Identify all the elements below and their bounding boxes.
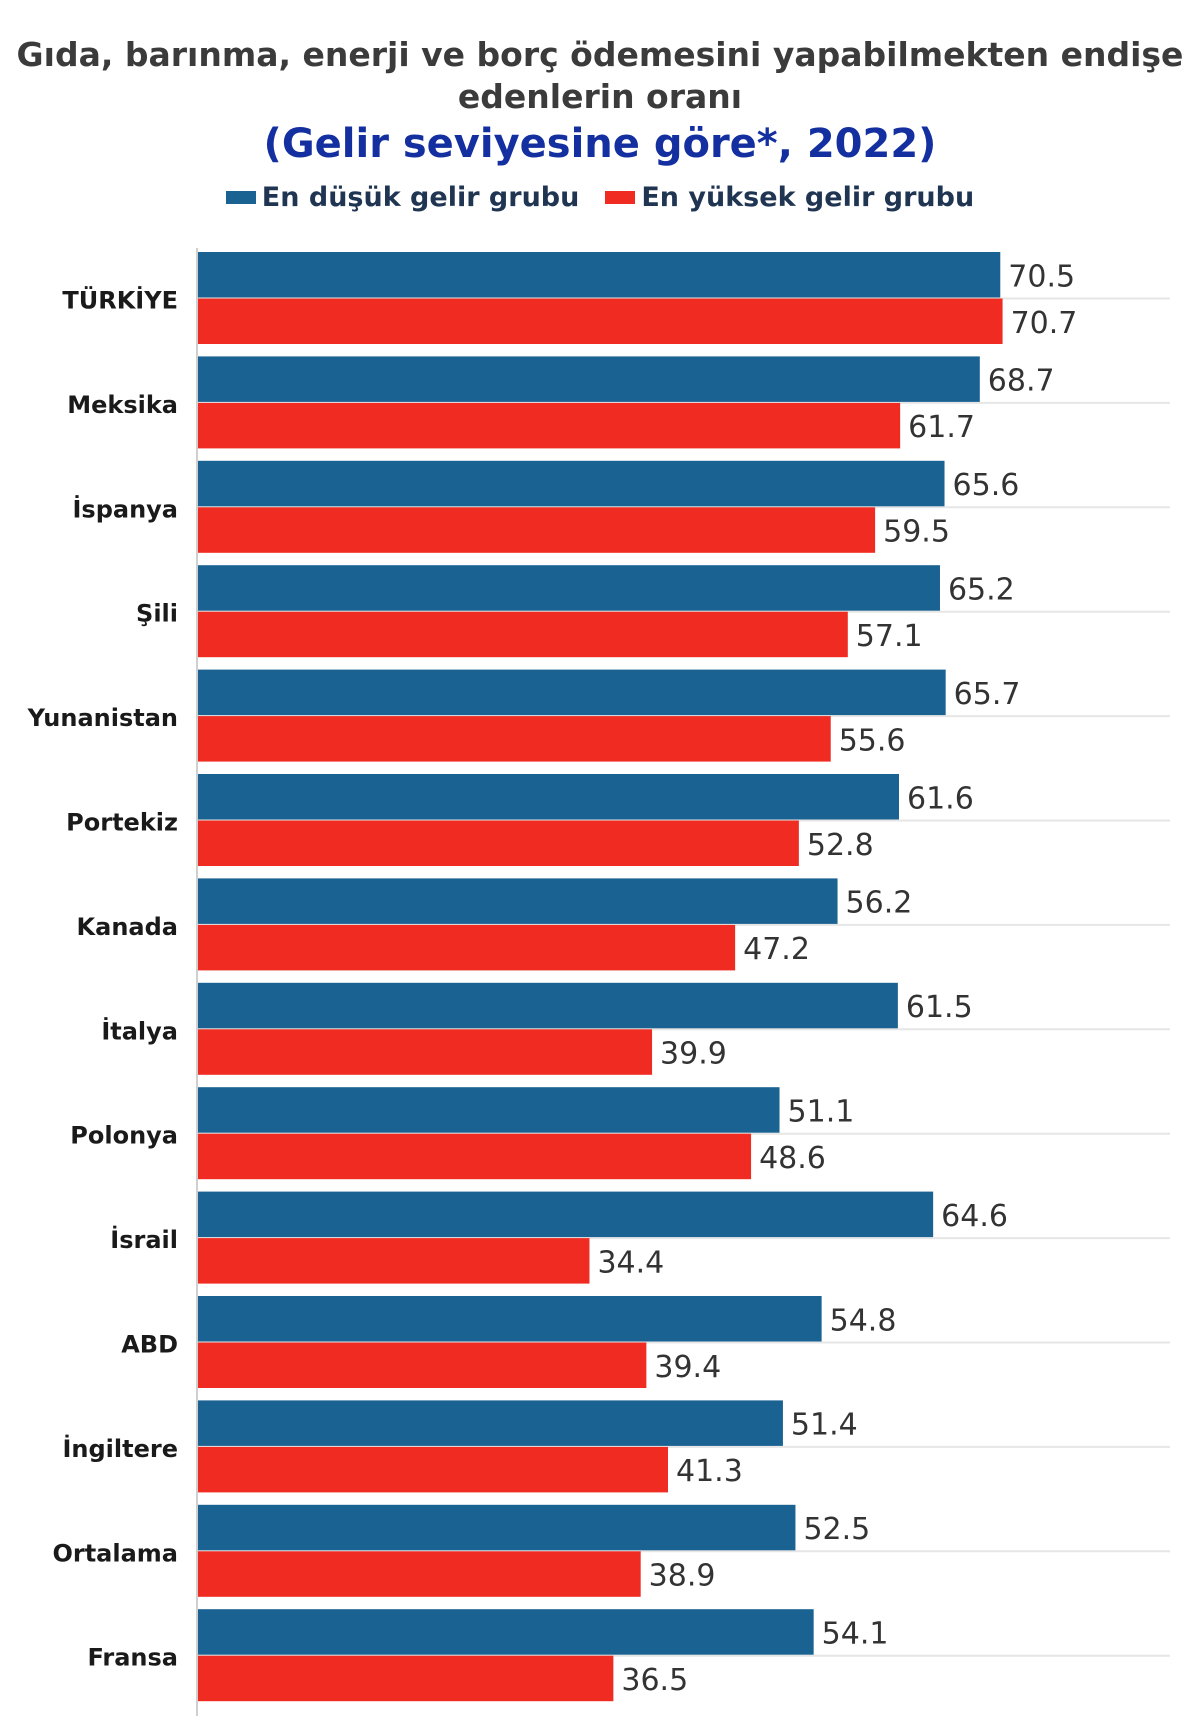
- bar-low-income: [198, 774, 900, 820]
- bar-high-income: [198, 1655, 614, 1702]
- data-label: 38.9: [649, 1559, 716, 1594]
- legend-item-low-income: En düşük gelir grubu: [225, 182, 580, 213]
- category-label: Polonya: [70, 1122, 178, 1150]
- bar-high-income: [198, 1446, 668, 1493]
- data-label: 51.4: [791, 1408, 858, 1443]
- data-label: 65.7: [954, 677, 1021, 712]
- legend-label-low-income: En düşük gelir grubu: [261, 182, 580, 213]
- data-label: 48.6: [759, 1141, 826, 1176]
- bar-high-income: [198, 298, 1003, 344]
- data-label: 68.7: [988, 364, 1055, 399]
- data-label: 36.5: [621, 1663, 688, 1698]
- category-label: Ortalama: [52, 1539, 178, 1567]
- bar-low-income: [198, 460, 945, 507]
- data-label: 61.7: [908, 410, 975, 445]
- data-label: 47.2: [743, 932, 810, 967]
- bar-low-income: [198, 356, 980, 402]
- category-label: İsrail: [110, 1225, 178, 1254]
- bar-high-income: [198, 1551, 641, 1597]
- category-label: Yunanistan: [27, 704, 178, 732]
- bar-low-income: [198, 878, 838, 924]
- bar-low-income: [198, 982, 898, 1029]
- legend-label-high-income: En yüksek gelir grubu: [641, 182, 975, 213]
- bar-high-income: [198, 716, 831, 762]
- data-label: 70.5: [1008, 259, 1075, 294]
- category-label: Kanada: [77, 913, 178, 941]
- bar-low-income: [198, 1087, 780, 1133]
- data-label: 64.6: [941, 1199, 1008, 1234]
- chart-title-line-2: edenlerin oranı: [457, 77, 743, 116]
- category-label: İngiltere: [62, 1434, 178, 1463]
- data-label: 61.5: [906, 990, 973, 1025]
- data-label: 51.1: [788, 1094, 855, 1129]
- bar-high-income: [198, 1238, 590, 1284]
- data-label: 41.3: [676, 1454, 743, 1489]
- category-label: ABD: [121, 1331, 178, 1359]
- legend-item-high-income: En yüksek gelir grubu: [605, 182, 974, 213]
- bar-high-income: [198, 611, 848, 658]
- category-label: Fransa: [88, 1644, 178, 1672]
- bar-high-income: [198, 924, 736, 971]
- data-label: 52.5: [803, 1512, 870, 1547]
- chart-legend: En düşük gelir grubu En yüksek gelir gru…: [0, 182, 1200, 213]
- data-label: 34.4: [597, 1245, 664, 1280]
- data-label: 56.2: [846, 886, 913, 921]
- data-label: 52.8: [807, 828, 874, 863]
- category-label: TÜRKİYE: [62, 285, 178, 315]
- legend-swatch-low-income: [225, 191, 256, 204]
- category-label: Şili: [136, 600, 178, 628]
- bar-high-income: [198, 1029, 653, 1075]
- bar-low-income: [198, 1296, 822, 1342]
- data-label: 61.6: [907, 781, 974, 816]
- bar-high-income: [198, 507, 876, 553]
- data-label: 70.7: [1011, 306, 1078, 341]
- data-label: 65.6: [953, 468, 1020, 503]
- bar-low-income: [198, 1400, 783, 1446]
- chart-subtitle: (Gelir seviyesine göre*, 2022): [263, 121, 937, 167]
- data-label: 54.1: [822, 1616, 889, 1651]
- legend-swatch-high-income: [605, 191, 636, 204]
- data-label: 65.2: [948, 572, 1015, 607]
- bar-high-income: [198, 1342, 647, 1388]
- category-label: Meksika: [67, 391, 178, 419]
- bar-low-income: [198, 1609, 814, 1655]
- data-label: 39.9: [660, 1037, 727, 1072]
- bar-high-income: [198, 820, 799, 866]
- bar-high-income: [198, 402, 901, 449]
- data-label: 59.5: [883, 515, 950, 550]
- bar-low-income: [198, 1504, 796, 1551]
- bar-low-income: [198, 565, 940, 611]
- bar-low-income: [198, 669, 946, 716]
- bar-high-income: [198, 1133, 752, 1180]
- data-label: 57.1: [856, 619, 923, 654]
- bar-low-income: [198, 1191, 934, 1238]
- data-label: 39.4: [654, 1350, 721, 1385]
- bar-low-income: [198, 252, 1001, 298]
- category-label: Portekiz: [66, 809, 178, 837]
- category-label: İspanya: [72, 494, 178, 523]
- category-label: İtalya: [101, 1016, 178, 1045]
- data-label: 55.6: [839, 723, 906, 758]
- chart-title-line-1: Gıda, barınma, enerji ve borç ödemesini …: [16, 35, 1184, 74]
- data-label: 54.8: [830, 1303, 897, 1338]
